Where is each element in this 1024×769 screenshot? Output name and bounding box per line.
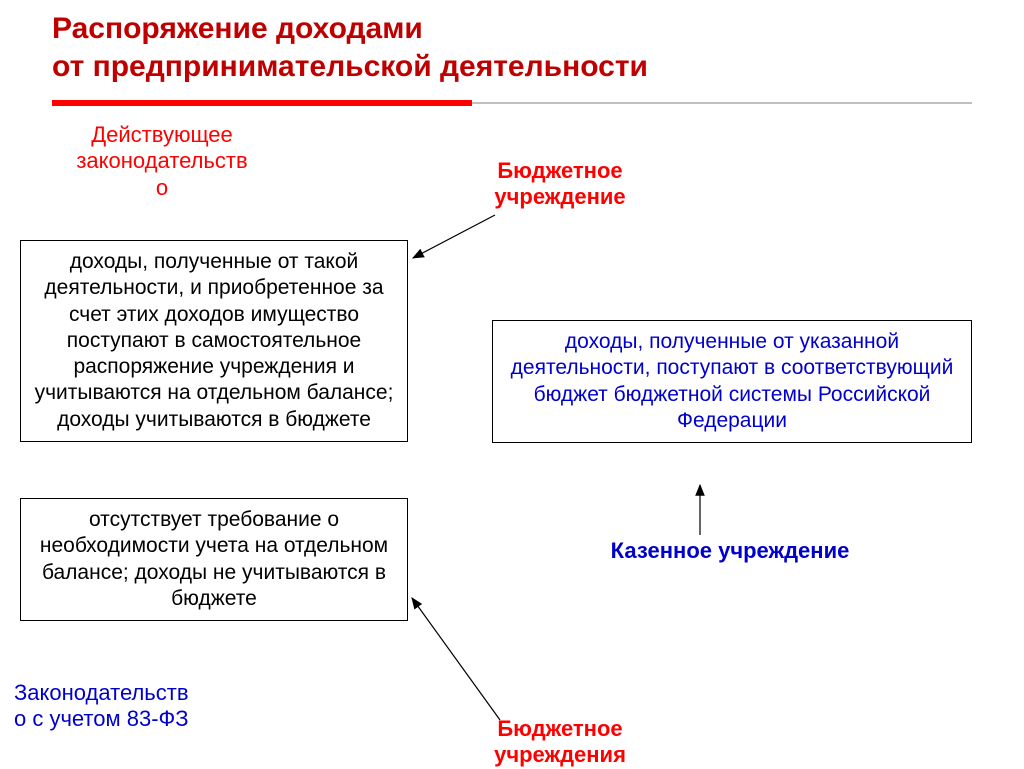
budget-institution-bottom-label: Бюджетное учреждения bbox=[430, 716, 690, 769]
divider-red bbox=[52, 100, 472, 106]
law83-label: Законодательств о с учетом 83-ФЗ bbox=[14, 680, 244, 733]
title-line2: от предпринимательской деятельности bbox=[52, 48, 648, 86]
box-left-bottom-text: отсутствует требование о необходимости у… bbox=[40, 508, 388, 610]
slide-title: Распоряжение доходами от предприниматель… bbox=[52, 10, 648, 85]
kazennoe-label: Казенное учреждение bbox=[540, 538, 920, 564]
kazennoe-text: Казенное учреждение bbox=[611, 538, 850, 563]
box-left-bottom: отсутствует требование о необходимости у… bbox=[20, 498, 408, 621]
box-right-text: доходы, полученные от указанной деятельн… bbox=[511, 330, 954, 432]
budget-top-line2: учреждение bbox=[430, 184, 690, 210]
arrow-budgetbottom-to-leftbottombox bbox=[412, 598, 500, 720]
box-left-top-text: доходы, полученные от такой деятельности… bbox=[35, 250, 394, 431]
arrow-budget-to-leftbox bbox=[413, 215, 495, 258]
law83-line1: Законодательств bbox=[14, 680, 244, 706]
budget-institution-top-label: Бюджетное учреждение bbox=[430, 158, 690, 211]
current-law-line3: о bbox=[52, 175, 272, 201]
budget-bottom-line2: учреждения bbox=[430, 742, 690, 768]
title-line1: Распоряжение доходами bbox=[52, 10, 648, 48]
current-law-label: Действующее законодательств о bbox=[52, 122, 272, 201]
divider-grey bbox=[472, 102, 972, 104]
current-law-line2: законодательств bbox=[52, 148, 272, 174]
law83-line2: о с учетом 83-ФЗ bbox=[14, 706, 244, 732]
box-left-top: доходы, полученные от такой деятельности… bbox=[20, 240, 408, 442]
box-right: доходы, полученные от указанной деятельн… bbox=[492, 320, 972, 443]
current-law-line1: Действующее bbox=[52, 122, 272, 148]
budget-top-line1: Бюджетное bbox=[430, 158, 690, 184]
budget-bottom-line1: Бюджетное bbox=[430, 716, 690, 742]
